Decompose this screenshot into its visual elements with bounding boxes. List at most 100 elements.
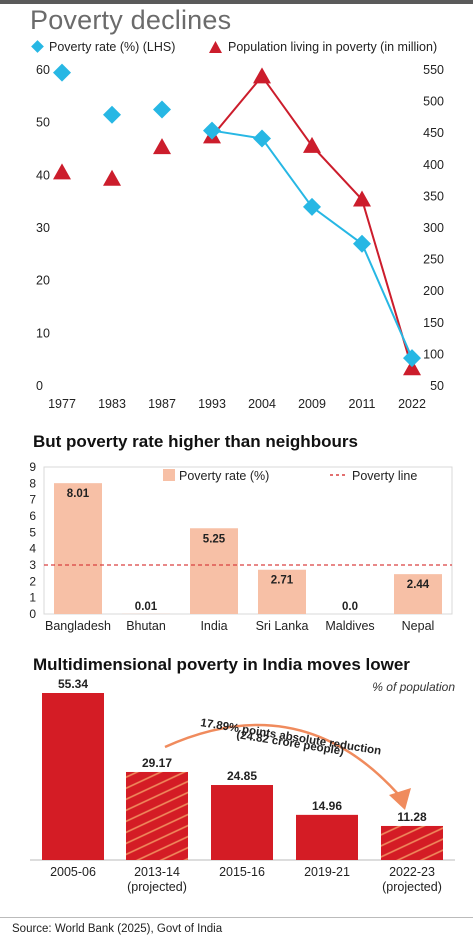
x-tick-sublabel: (projected) [382, 880, 442, 894]
legend-line-label: Poverty line [352, 469, 417, 483]
mpi-bar-chart: % of population55.342005-0629.172013-14(… [30, 677, 455, 894]
y-tick-label: 4 [29, 542, 36, 556]
rate-point [153, 100, 171, 119]
x-tick-label: 2004 [248, 397, 276, 411]
x-tick-label: 2013-14 [134, 865, 180, 879]
source-rule [0, 917, 473, 918]
left-tick-label: 10 [36, 326, 50, 340]
x-tick-label: 2005-06 [50, 865, 96, 879]
bar [258, 569, 306, 614]
bar-value-label: 55.34 [58, 677, 88, 691]
top-rule [0, 0, 473, 4]
x-tick-sublabel: (projected) [127, 880, 187, 894]
legend-bar-label: Poverty rate (%) [179, 469, 269, 483]
x-tick-label: Bhutan [126, 619, 166, 633]
y-tick-label: 2 [29, 574, 36, 588]
x-tick-label: Sri Lanka [256, 619, 309, 633]
legend-triangle-marker [209, 41, 222, 53]
right-tick-label: 250 [423, 253, 444, 267]
left-tick-label: 0 [36, 379, 43, 393]
bar [42, 693, 104, 860]
x-tick-label: Bangladesh [45, 619, 111, 633]
population-point [403, 359, 421, 376]
left-tick-label: 60 [36, 63, 50, 77]
bar-value-label: 14.96 [312, 799, 342, 813]
rate-point [253, 129, 271, 148]
population-line [211, 74, 413, 369]
bar-value-label: 8.01 [67, 488, 90, 500]
population-point [303, 136, 321, 153]
legend-diamond-marker [31, 40, 44, 53]
legend-rate-label: Poverty rate (%) (LHS) [49, 40, 175, 54]
x-tick-label: Maldives [325, 619, 374, 633]
y-tick-label: 0 [29, 607, 36, 621]
bar-value-label: 0.0 [342, 601, 358, 613]
source-note: Source: World Bank (2025), Govt of India [12, 923, 223, 935]
left-tick-label: 20 [36, 274, 50, 288]
main-title: Poverty declines [30, 5, 232, 35]
population-point [353, 190, 371, 207]
right-tick-label: 150 [423, 316, 444, 330]
bar-value-label: 5.25 [203, 533, 226, 545]
right-tick-label: 500 [423, 95, 444, 109]
poverty-trend-chart: Poverty rate (%) (LHS) Population living … [31, 40, 444, 411]
left-tick-label: 50 [36, 116, 50, 130]
right-tick-label: 300 [423, 221, 444, 235]
x-tick-label: 2019-21 [304, 865, 350, 879]
right-tick-label: 100 [423, 347, 444, 361]
bar-value-label: 11.28 [397, 810, 427, 824]
x-tick-label: India [200, 619, 227, 633]
right-tick-label: 400 [423, 158, 444, 172]
x-tick-label: 1977 [48, 397, 76, 411]
bar [54, 483, 102, 614]
rate-point [303, 197, 321, 216]
bar-value-label: 2.44 [407, 579, 430, 591]
population-point [103, 169, 121, 186]
bar-value-label: 29.17 [142, 756, 172, 770]
x-tick-label: Nepal [402, 619, 435, 633]
rate-line [211, 129, 413, 359]
x-tick-label: 2022-23 [389, 865, 435, 879]
bar [394, 574, 442, 614]
bar [126, 771, 188, 860]
y-tick-label: 3 [29, 558, 36, 572]
rate-point [53, 63, 71, 82]
left-tick-label: 30 [36, 221, 50, 235]
x-tick-label: 2015-16 [219, 865, 265, 879]
bar [381, 825, 443, 860]
x-tick-label: 1983 [98, 397, 126, 411]
population-point [153, 138, 171, 155]
x-tick-label: 2009 [298, 397, 326, 411]
bar [190, 528, 238, 614]
legend: Poverty rate (%) (LHS) Population living … [31, 40, 437, 54]
right-tick-label: 550 [423, 63, 444, 77]
x-tick-label: 1993 [198, 397, 226, 411]
rate-point [353, 234, 371, 253]
rate-point [403, 349, 421, 368]
legend-population-label: Population living in poverty (in million… [228, 40, 437, 54]
reduction-arrow [164, 723, 399, 795]
legend-bar-swatch [163, 469, 175, 481]
population-point [253, 67, 271, 84]
rate-point [103, 105, 121, 124]
left-tick-label: 40 [36, 168, 50, 182]
rate-point [203, 121, 221, 140]
right-tick-label: 50 [430, 379, 444, 393]
x-tick-label: 1987 [148, 397, 176, 411]
bar-value-label: 24.85 [227, 769, 257, 783]
y-tick-label: 5 [29, 525, 36, 539]
y-tick-label: 8 [29, 476, 36, 490]
bar-value-label: 0.01 [135, 601, 158, 613]
neighbours-chart-title: But poverty rate higher than neighbours [33, 432, 358, 451]
y-tick-label: 6 [29, 509, 36, 523]
y-tick-label: 1 [29, 591, 36, 605]
x-tick-label: 2011 [349, 397, 376, 411]
bar [211, 785, 273, 860]
x-tick-label: 2022 [398, 397, 426, 411]
bar-value-label: 2.71 [271, 575, 294, 587]
right-tick-label: 200 [423, 284, 444, 298]
neighbours-bar-chart: 0 1 2 3 4 5 6 7 8 9 Poverty rate (%) Poverty line 8.… [29, 460, 453, 633]
plot-frame [43, 466, 453, 615]
y-tick-label: 9 [29, 460, 36, 474]
reduction-arrowhead [389, 788, 411, 810]
